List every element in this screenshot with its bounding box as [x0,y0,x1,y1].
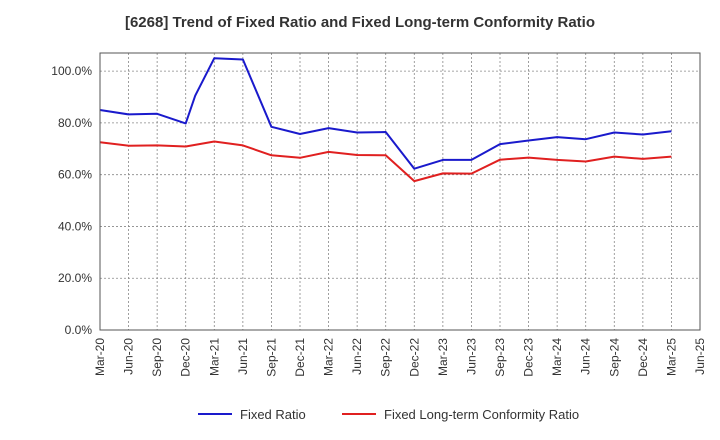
x-tick-label: Jun-22 [350,338,364,375]
series-line-1 [99,57,672,170]
x-tick-label: Sep-22 [379,338,393,377]
x-tick-label: Jun-23 [464,338,478,375]
legend: Fixed Ratio Fixed Long-term Conformity Ra… [198,407,579,422]
x-tick-label: Dec-23 [522,338,536,377]
legend-label-1: Fixed Ratio [240,407,306,422]
x-tick-label: Mar-21 [207,338,221,376]
series-line-2 [99,140,672,183]
x-tick-label: Jun-24 [579,338,593,375]
y-tick-label: 20.0% [58,271,92,285]
x-tick-label: Mar-22 [322,338,336,376]
x-tick-label: Mar-24 [550,338,564,376]
x-tick-label: Jun-20 [122,338,136,375]
y-tick-label: 100.0% [51,64,92,78]
grid-lines [100,53,700,330]
chart-title: [6268] Trend of Fixed Ratio and Fixed Lo… [124,14,596,31]
series-lines [99,57,672,183]
x-tick-label: Mar-20 [93,338,107,376]
x-tick-label: Mar-23 [436,338,450,376]
x-tick-label: Sep-21 [264,338,278,377]
x-tick-label: Dec-21 [293,338,307,377]
y-tick-label: 40.0% [58,219,92,233]
x-tick-label: Dec-20 [179,338,193,377]
legend-label-2: Fixed Long-term Conformity Ratio [384,407,579,422]
y-tick-label: 0.0% [65,323,93,337]
plot-area [99,52,701,331]
x-tick-label: Dec-22 [407,338,421,377]
x-tick-label: Sep-20 [150,338,164,377]
x-tick-label: Mar-25 [664,338,678,376]
x-tick-label: Sep-23 [493,338,507,377]
x-tick-label: Jun-21 [236,338,250,375]
axis-labels: Mar-20 Jun-20 Sep-20 Dec-20 Mar-21 Jun-21 Sep-… [51,64,707,377]
y-tick-label: 60.0% [58,168,92,182]
x-tick-label: Dec-24 [636,338,650,377]
x-tick-label: Jun-25 [693,338,707,375]
y-tick-label: 80.0% [58,116,92,130]
x-tick-label: Sep-24 [607,338,621,377]
